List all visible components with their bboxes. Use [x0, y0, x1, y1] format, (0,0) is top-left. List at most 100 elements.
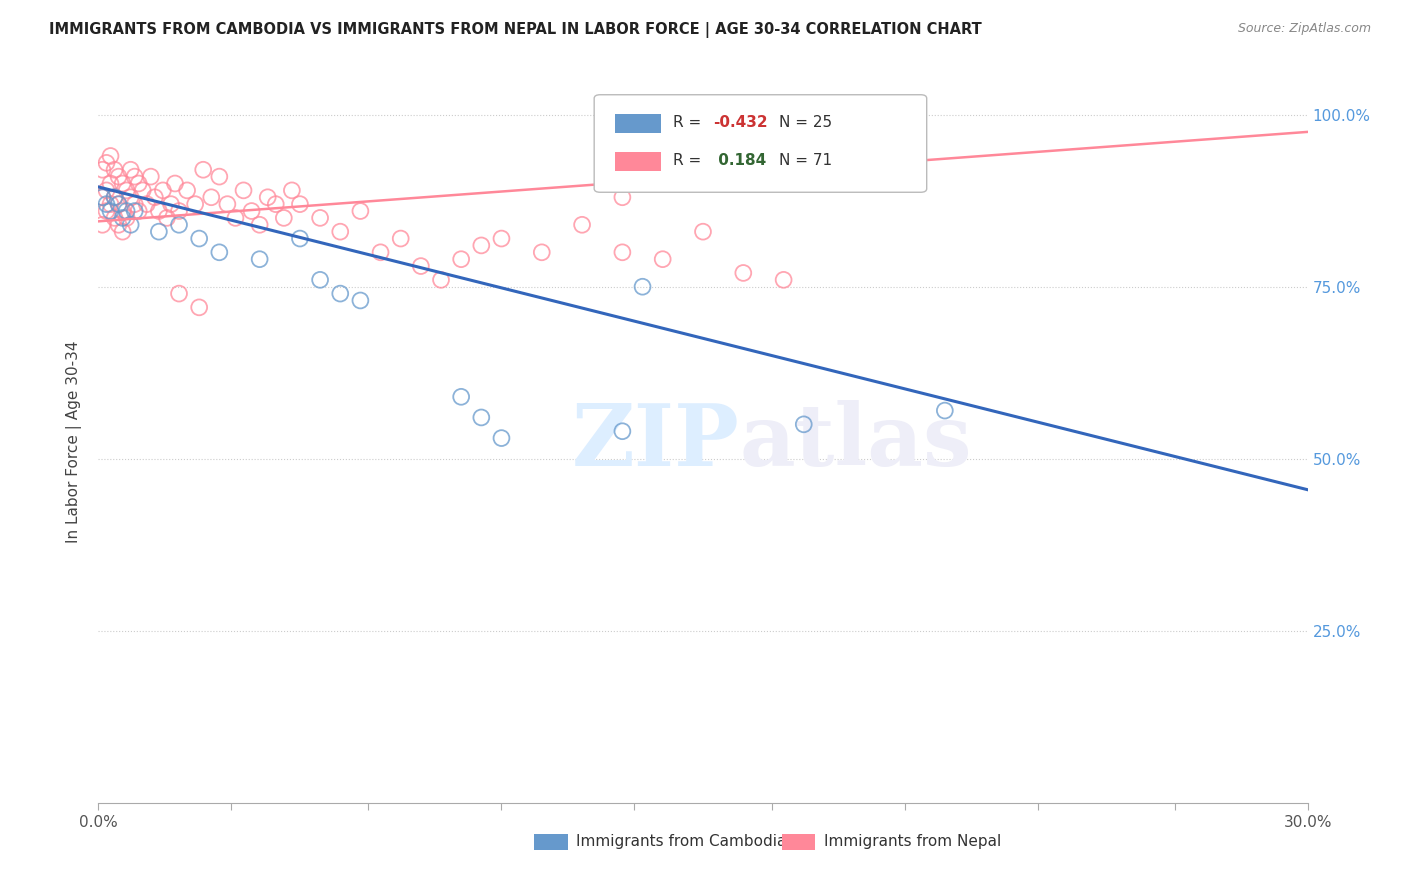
Bar: [782, 834, 815, 850]
Point: [135, 197, 157, 211]
Point: [124, 204, 146, 219]
Point: [100, 204, 122, 219]
Point: [329, 286, 352, 301]
Point: [132, 183, 155, 197]
Point: [148, 225, 170, 239]
Point: [120, 218, 142, 232]
Point: [232, 183, 254, 197]
Point: [152, 183, 174, 197]
Point: [208, 245, 231, 260]
Bar: [534, 834, 568, 850]
Text: atlas: atlas: [740, 400, 972, 483]
Point: [91, 190, 114, 204]
Point: [329, 225, 352, 239]
Point: [470, 410, 492, 425]
Point: [100, 149, 122, 163]
Y-axis label: In Labor Force | Age 30-34: In Labor Force | Age 30-34: [66, 340, 83, 543]
Text: R =: R =: [672, 153, 706, 168]
Text: 0.184: 0.184: [713, 153, 766, 168]
Point: [103, 211, 125, 225]
Point: [240, 204, 263, 219]
Point: [188, 231, 211, 245]
Point: [217, 197, 239, 211]
Point: [91, 190, 114, 204]
Point: [430, 273, 453, 287]
Point: [96, 183, 118, 197]
Text: N = 25: N = 25: [779, 115, 832, 130]
Point: [96, 197, 118, 211]
Point: [249, 218, 271, 232]
Point: [111, 204, 134, 219]
Point: [273, 211, 295, 225]
Point: [309, 211, 332, 225]
Point: [208, 169, 231, 184]
Point: [167, 286, 190, 301]
Bar: [614, 152, 661, 170]
Point: [733, 266, 755, 280]
Point: [188, 301, 211, 315]
Text: N = 71: N = 71: [779, 153, 832, 168]
Point: [470, 238, 492, 252]
Point: [176, 183, 198, 197]
Point: [450, 252, 472, 267]
Text: R =: R =: [672, 115, 706, 130]
Point: [193, 162, 215, 177]
Point: [167, 218, 190, 232]
Point: [370, 245, 392, 260]
Point: [128, 177, 150, 191]
Point: [389, 231, 412, 245]
Point: [111, 177, 134, 191]
Point: [651, 252, 673, 267]
Point: [107, 169, 129, 184]
Point: [200, 190, 222, 204]
Point: [143, 190, 166, 204]
Point: [120, 162, 142, 177]
Point: [120, 190, 142, 204]
Point: [103, 162, 125, 177]
Point: [349, 204, 371, 219]
Point: [160, 197, 183, 211]
Point: [288, 197, 311, 211]
Point: [124, 169, 146, 184]
Point: [124, 197, 146, 211]
Point: [107, 197, 129, 211]
Point: [103, 190, 125, 204]
Point: [349, 293, 371, 308]
Point: [107, 218, 129, 232]
Point: [491, 231, 513, 245]
Point: [96, 204, 118, 219]
Point: [772, 273, 794, 287]
Point: [100, 177, 122, 191]
Point: [111, 225, 134, 239]
Point: [612, 424, 634, 438]
Point: [692, 225, 714, 239]
Point: [571, 218, 593, 232]
Point: [288, 231, 311, 245]
Point: [409, 259, 432, 273]
Point: [530, 245, 553, 260]
Point: [115, 204, 138, 219]
Point: [249, 252, 271, 267]
Point: [491, 431, 513, 445]
Point: [612, 190, 634, 204]
Point: [115, 183, 138, 197]
Point: [111, 211, 134, 225]
Text: Immigrants from Cambodia: Immigrants from Cambodia: [576, 834, 786, 848]
Point: [96, 156, 118, 170]
Point: [184, 197, 207, 211]
Text: IMMIGRANTS FROM CAMBODIA VS IMMIGRANTS FROM NEPAL IN LABOR FORCE | AGE 30-34 COR: IMMIGRANTS FROM CAMBODIA VS IMMIGRANTS F…: [49, 22, 981, 38]
Point: [156, 211, 179, 225]
Text: -0.432: -0.432: [713, 115, 768, 130]
Point: [91, 162, 114, 177]
Point: [107, 197, 129, 211]
Point: [163, 177, 186, 191]
Point: [934, 403, 956, 417]
Point: [128, 204, 150, 219]
Point: [793, 417, 815, 432]
Point: [115, 211, 138, 225]
Text: ZIP: ZIP: [571, 400, 740, 483]
Point: [309, 273, 332, 287]
Point: [167, 204, 190, 219]
Text: Source: ZipAtlas.com: Source: ZipAtlas.com: [1237, 22, 1371, 36]
Point: [224, 211, 246, 225]
